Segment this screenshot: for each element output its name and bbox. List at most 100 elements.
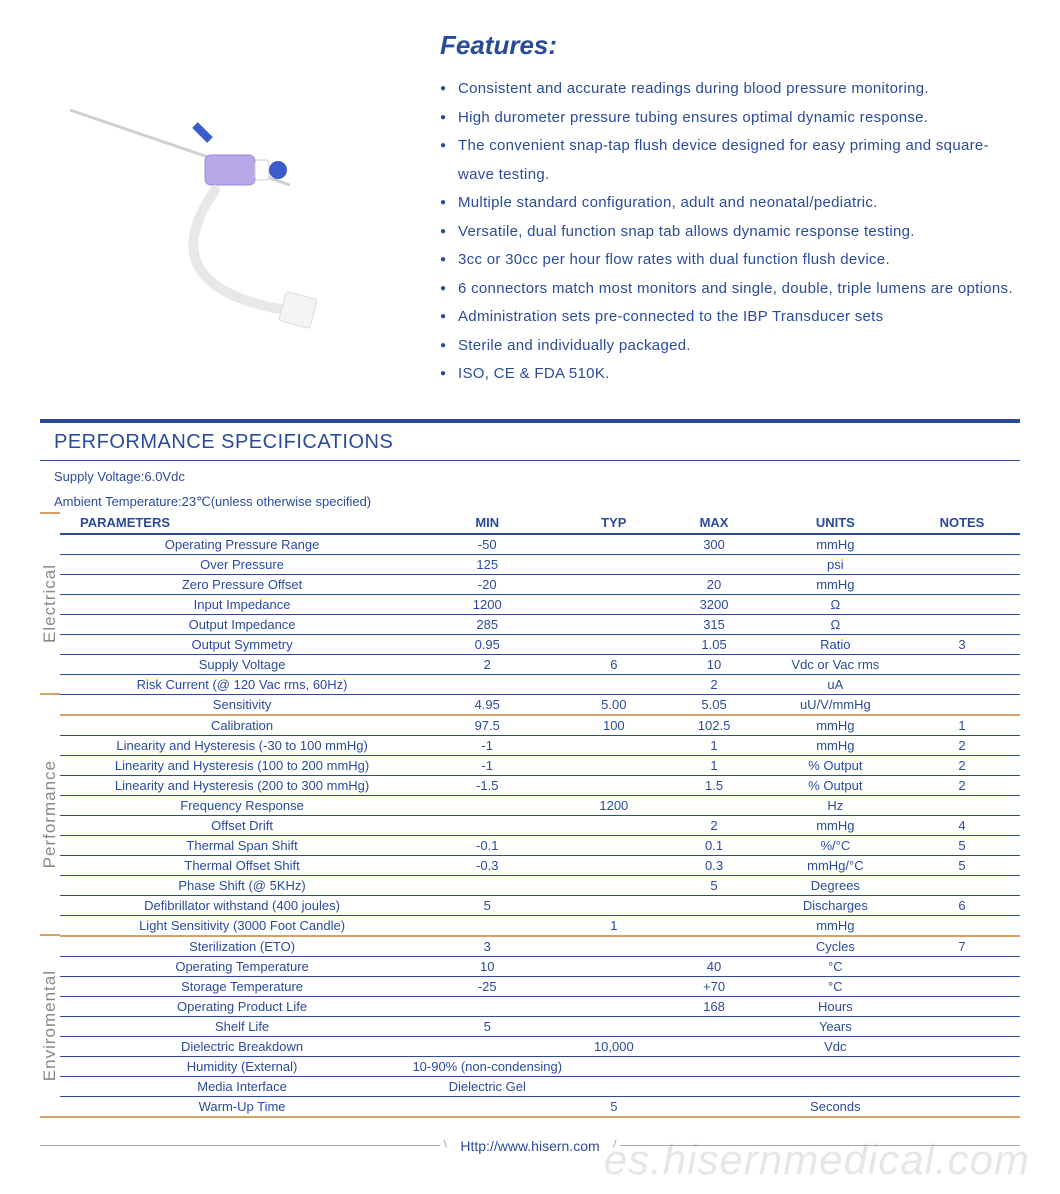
cell-max: 3200 [661,594,766,614]
cell-notes [904,534,1020,555]
cell-typ [566,594,661,614]
spec-title: PERFORMANCE SPECIFICATIONS [40,429,1020,461]
cell-param: Storage Temperature [60,976,408,996]
cell-units: % Output [767,775,904,795]
cell-min: 10-90% (non-condensing) [408,1056,566,1076]
cell-param: Linearity and Hysteresis (100 to 200 mmH… [60,755,408,775]
cell-typ [566,735,661,755]
cell-units: Ω [767,594,904,614]
cell-max: 168 [661,996,766,1016]
table-row: Media InterfaceDielectric Gel [60,1076,1020,1096]
cell-typ [566,614,661,634]
spec-top-rule [40,419,1020,423]
th-notes: NOTES [904,512,1020,534]
cell-notes: 5 [904,835,1020,855]
cell-param: Light Sensitivity (3000 Foot Candle) [60,915,408,936]
cell-min: 5 [408,895,566,915]
cell-param: Output Impedance [60,614,408,634]
th-max: MAX [661,512,766,534]
cell-units: mmHg [767,574,904,594]
cell-max: 0.1 [661,835,766,855]
th-min: MIN [408,512,566,534]
cell-max [661,554,766,574]
cell-max: 102.5 [661,715,766,736]
table-row: Warm-Up Time5Seconds [60,1096,1020,1117]
cell-min: -0.3 [408,855,566,875]
cell-min [408,1036,566,1056]
cell-notes: 2 [904,755,1020,775]
table-row: Sensitivity4.955.005.05uU/V/mmHg [60,694,1020,715]
cell-units: °C [767,956,904,976]
cell-min: -25 [408,976,566,996]
table-row: Operating Temperature10 40°C [60,956,1020,976]
table-row: Output Impedance285315Ω [60,614,1020,634]
table-row: Input Impedance12003200Ω [60,594,1020,614]
cell-notes: 3 [904,634,1020,654]
cell-notes [904,875,1020,895]
cell-min: 97.5 [408,715,566,736]
cell-typ [566,574,661,594]
cell-param: Sensitivity [60,694,408,715]
cell-notes [904,956,1020,976]
table-row: Thermal Span Shift-0.1 0.1%/°C5 [60,835,1020,855]
cell-param: Offset Drift [60,815,408,835]
cell-typ: 1200 [566,795,661,815]
cell-min: -20 [408,574,566,594]
cell-min: 285 [408,614,566,634]
cell-typ [566,775,661,795]
cell-units: %/°C [767,835,904,855]
table-row: Risk Current (@ 120 Vac rms, 60Hz)2uA [60,674,1020,694]
cell-units: Seconds [767,1096,904,1117]
table-row: Zero Pressure Offset-2020mmHg [60,574,1020,594]
cell-min [408,875,566,895]
cell-min: -1.5 [408,775,566,795]
cell-min: -50 [408,534,566,555]
cell-min: 3 [408,936,566,957]
cell-typ [566,976,661,996]
cell-notes [904,1016,1020,1036]
cell-param: Defibrillator withstand (400 joules) [60,895,408,915]
cell-param: Risk Current (@ 120 Vac rms, 60Hz) [60,674,408,694]
cell-notes: 2 [904,775,1020,795]
cell-notes [904,976,1020,996]
cell-units: mmHg [767,735,904,755]
cell-min: 10 [408,956,566,976]
cell-typ [566,936,661,957]
cell-notes: 5 [904,855,1020,875]
table-row: Supply Voltage2610Vdc or Vac rms [60,654,1020,674]
cell-param: Sterilization (ETO) [60,936,408,957]
cell-min: 2 [408,654,566,674]
cell-typ [566,875,661,895]
cell-min: -0.1 [408,835,566,855]
feature-item: Sterile and individually packaged. [440,332,1020,361]
cell-max [661,895,766,915]
footer-line-left [40,1145,440,1146]
cell-units: mmHg [767,915,904,936]
cell-param: Frequency Response [60,795,408,815]
cell-param: Operating Temperature [60,956,408,976]
cell-max: 2 [661,674,766,694]
cell-param: Media Interface [60,1076,408,1096]
cell-typ: 5.00 [566,694,661,715]
cell-units: % Output [767,755,904,775]
cell-max: 1.5 [661,775,766,795]
cell-param: Calibration [60,715,408,736]
cell-notes [904,674,1020,694]
cell-param: Thermal Span Shift [60,835,408,855]
table-row: Operating Product Life168Hours [60,996,1020,1016]
cell-min [408,1096,566,1117]
cell-param: Thermal Offset Shift [60,855,408,875]
spec-table-body: Operating Pressure Range-50300mmHgOver P… [60,534,1020,1117]
cell-notes: 4 [904,815,1020,835]
cell-notes [904,694,1020,715]
cell-typ [566,1056,661,1076]
cell-typ [566,1016,661,1036]
cell-max: 10 [661,654,766,674]
table-row: Storage Temperature-25+70°C [60,976,1020,996]
feature-item: ISO, CE & FDA 510K. [440,360,1020,389]
cell-max: 40 [661,956,766,976]
cell-min: 1200 [408,594,566,614]
table-row: Linearity and Hysteresis (200 to 300 mmH… [60,775,1020,795]
feature-item: 3cc or 30cc per hour flow rates with dua… [440,246,1020,275]
cell-typ [566,855,661,875]
